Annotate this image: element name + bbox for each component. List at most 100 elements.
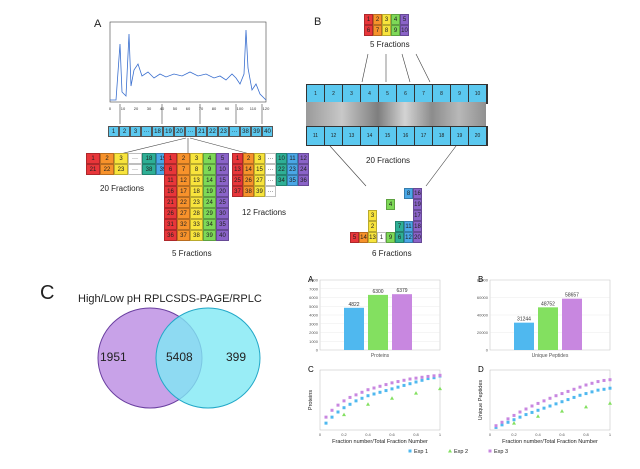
scatter-point <box>348 402 352 406</box>
fraction-cell: ··· <box>128 164 142 175</box>
scatter-point <box>330 408 334 412</box>
legend-label: Exp 1 <box>414 449 428 455</box>
scatter-point <box>348 395 352 399</box>
fraction-cell: 8 <box>382 25 391 36</box>
fraction-cell: 16 <box>413 188 422 199</box>
chromatogram-x-tick: 40 <box>160 106 165 111</box>
fraction-cell: 27 <box>177 208 190 219</box>
x-axis-label: Proteins <box>371 353 390 359</box>
scatter-point <box>500 420 504 424</box>
scatter-point <box>608 386 612 390</box>
fraction-cell: 13 <box>368 232 377 243</box>
x-tick-label: 0.4 <box>535 432 541 437</box>
bar <box>344 307 364 350</box>
fraction-cell: 36 <box>298 175 309 186</box>
x-axis-label: Unique Peptides <box>532 353 569 359</box>
scatter-point <box>390 387 394 391</box>
x-tick-label: 0.8 <box>583 432 589 437</box>
y-tick-label: 3000 <box>309 321 319 326</box>
fraction-cell <box>287 186 298 197</box>
scatter-point <box>560 392 564 396</box>
chromatogram-x-tick: 0 <box>109 106 112 111</box>
fraction-cell: 17 <box>413 210 422 221</box>
scatter-point <box>602 387 606 391</box>
fraction-cell: 10 <box>216 164 229 175</box>
scatter-point <box>324 421 328 425</box>
fraction-cell: 39 <box>254 186 265 197</box>
x-axis-label: Fraction number/Total Fraction Number <box>502 439 598 445</box>
fraction-cell: 2 <box>368 221 377 232</box>
fraction-cell: 25 <box>216 197 229 208</box>
y-tick-label: 60000 <box>477 295 489 300</box>
scatter-point <box>438 386 442 391</box>
fraction-cell: 3 <box>368 210 377 221</box>
scatter-point <box>390 381 394 385</box>
chromatogram-x-tick: 120 <box>263 106 270 111</box>
fraction-cell <box>395 188 404 199</box>
bar-value-label: 4822 <box>348 302 359 308</box>
scatter-point <box>378 384 382 388</box>
gel-lane-label: 3 <box>343 85 361 103</box>
fraction-cell <box>368 188 377 199</box>
scatter-point <box>402 383 406 387</box>
panel-c-label: C <box>40 282 55 304</box>
fraction-cell: 23 <box>190 197 203 208</box>
scatter-point <box>512 413 516 417</box>
fraction-cell: 21 <box>86 164 100 175</box>
fraction-cell: 35 <box>287 175 298 186</box>
fraction-cell: 18 <box>413 221 422 232</box>
scatter-point <box>360 396 364 400</box>
gel-lanes-bottom: 11 12 13 14 15 16 17 18 19 20 <box>306 126 488 146</box>
fraction-cell <box>404 199 413 210</box>
gel-lane-label: 14 <box>361 127 379 145</box>
panel-b-up-arrows <box>361 53 431 83</box>
chromatogram-x-tick: 100 <box>237 106 244 111</box>
scatter-point <box>608 401 612 405</box>
gel-lane-label: 10 <box>469 85 487 103</box>
gel-lane-label: 9 <box>451 85 469 103</box>
chart-panel-letter: B <box>478 275 483 284</box>
label-5-fractions-b: 5 Fractions <box>370 40 410 49</box>
y-tick-label: 80000 <box>477 278 489 283</box>
results-charts: A010002000300040005000600070008000482263… <box>308 275 612 455</box>
strip-cell: 3 <box>130 126 141 137</box>
label-20-fractions-b: 20 Fractions <box>366 156 411 165</box>
fraction-cell: 19 <box>413 199 422 210</box>
scatter-point <box>602 378 606 382</box>
fraction-cell: 39 <box>203 230 216 241</box>
fraction-cell: ··· <box>265 186 276 197</box>
x-tick-label: 1 <box>439 432 442 437</box>
venn-right-only: 399 <box>226 350 247 364</box>
scatter-point <box>426 377 430 381</box>
scatter-point <box>596 380 600 384</box>
fraction-cell: 7 <box>373 25 382 36</box>
fraction-cell <box>404 210 413 221</box>
fraction-cell: 37 <box>232 186 243 197</box>
fraction-cell: 25 <box>232 175 243 186</box>
scatter-point <box>414 380 418 384</box>
fraction-cell <box>276 186 287 197</box>
fraction-cell <box>359 188 368 199</box>
strip-cell: 1 <box>108 126 119 137</box>
fraction-cell <box>368 199 377 210</box>
fraction-cell: 34 <box>276 175 287 186</box>
y-axis-label: Proteins <box>308 390 314 410</box>
scatter-point <box>590 390 594 394</box>
gel-lane-label: 19 <box>451 127 469 145</box>
x-tick-label: 0.8 <box>413 432 419 437</box>
y-tick-label: 40000 <box>477 313 489 318</box>
fraction-cell: 10 <box>276 153 287 164</box>
scatter-point <box>572 387 576 391</box>
scatter-point <box>420 378 424 382</box>
scatter-point <box>402 378 406 382</box>
scatter-point <box>512 421 516 425</box>
strip-cell: 40 <box>262 126 273 137</box>
fraction-cell: 4 <box>386 199 395 210</box>
gel-lane-label: 4 <box>361 85 379 103</box>
scatter-point <box>566 389 570 393</box>
fraction-cell: 3 <box>190 153 203 164</box>
fraction-cell: 31 <box>164 219 177 230</box>
gel-lane-label: 11 <box>307 127 325 145</box>
scatter-point <box>372 386 376 390</box>
x-tick-label: 1 <box>609 432 612 437</box>
